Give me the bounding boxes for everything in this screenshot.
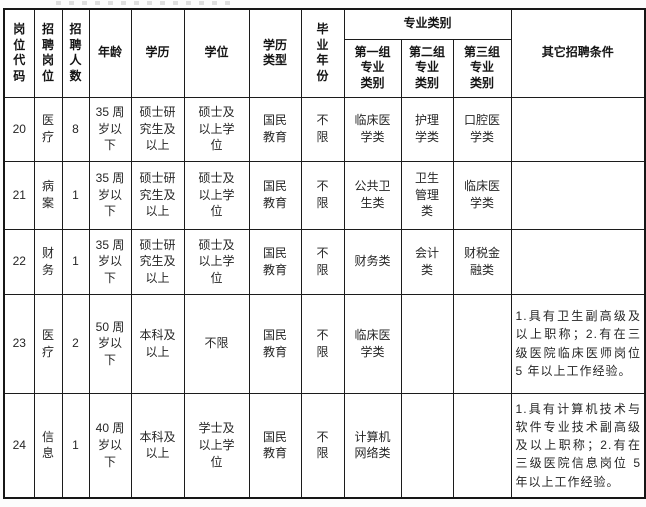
cell-position: 医 疗 — [33, 96, 63, 162]
header-major-group-2: 第二组 专业 类别 — [400, 38, 454, 98]
table-row: 24 信 息 1 40 周 岁以 下 本科及 以上 学士及 以上学 位 国民 教… — [3, 392, 646, 499]
cell-major-3: 临床医 学类 — [452, 160, 512, 230]
cell-code: 24 — [3, 392, 35, 499]
cell-degree: 硕士及 以上学 位 — [183, 160, 250, 230]
cell-graduation-year: 不 限 — [300, 293, 345, 394]
cell-graduation-year: 不 限 — [300, 96, 345, 162]
header-other-conditions: 其它招聘条件 — [510, 8, 646, 98]
cell-other-conditions — [510, 228, 646, 295]
cell-major-1: 公共卫 生类 — [343, 160, 402, 230]
cell-position: 病 案 — [33, 160, 63, 230]
header-degree: 学位 — [183, 8, 250, 98]
cell-graduation-year: 不 限 — [300, 160, 345, 230]
cell-degree: 硕士及 以上学 位 — [183, 96, 250, 162]
header-graduation-year: 毕 业 年 份 — [300, 8, 345, 98]
cell-age: 35 周 岁以 下 — [88, 160, 132, 230]
cell-major-2: 护理 学类 — [400, 96, 454, 162]
header-recruit-position: 招 聘 岗 位 — [33, 8, 63, 98]
header-major-group-3: 第三组 专业 类别 — [452, 38, 512, 98]
cell-position: 财 务 — [33, 228, 63, 295]
cell-major-3 — [452, 293, 512, 394]
cell-code: 20 — [3, 96, 35, 162]
header-major-category-group: 专业类别 — [343, 8, 512, 40]
cell-degree: 硕士及 以上学 位 — [183, 228, 250, 295]
cell-education: 本科及 以上 — [130, 293, 185, 394]
cell-major-1: 临床医 学类 — [343, 96, 402, 162]
cell-degree: 学士及 以上学 位 — [183, 392, 250, 499]
cell-code: 23 — [3, 293, 35, 394]
header-education-type: 学历 类型 — [248, 8, 302, 98]
cell-other-conditions — [510, 160, 646, 230]
cell-position: 医 疗 — [33, 293, 63, 394]
header-headcount: 招 聘 人 数 — [61, 8, 90, 98]
cell-age: 50 周 岁以 下 — [88, 293, 132, 394]
cell-headcount: 1 — [61, 228, 90, 295]
cell-major-3 — [452, 392, 512, 499]
cell-education: 硕士研 究生及 以上 — [130, 228, 185, 295]
cell-headcount: 1 — [61, 160, 90, 230]
table-row: 23 医 疗 2 50 周 岁以 下 本科及 以上 不限 国民 教育 不 限 临… — [3, 293, 646, 394]
table-row: 22 财 务 1 35 周 岁以 下 硕士研 究生及 以上 硕士及 以上学 位 … — [3, 228, 646, 295]
header-position-code: 岗 位 代 码 — [3, 8, 35, 98]
header-education: 学历 — [130, 8, 185, 98]
cell-major-2 — [400, 392, 454, 499]
cell-age: 35 周 岁以 下 — [88, 228, 132, 295]
cell-headcount: 2 — [61, 293, 90, 394]
cell-graduation-year: 不 限 — [300, 228, 345, 295]
cell-education-type: 国民 教育 — [248, 228, 302, 295]
cell-headcount: 8 — [61, 96, 90, 162]
table-row: 21 病 案 1 35 周 岁以 下 硕士研 究生及 以上 硕士及 以上学 位 … — [3, 160, 646, 230]
cell-major-1: 临床医 学类 — [343, 293, 402, 394]
cell-education: 硕士研 究生及 以上 — [130, 160, 185, 230]
cell-major-3: 财税金 融类 — [452, 228, 512, 295]
cell-education: 本科及 以上 — [130, 392, 185, 499]
header-major-group-1: 第一组 专业 类别 — [343, 38, 402, 98]
cell-code: 21 — [3, 160, 35, 230]
cell-degree: 不限 — [183, 293, 250, 394]
cell-other-conditions: 1.具有卫生副高级及以上职称；2.有在三级医院临床医师岗位 5 年以上工作经验。 — [510, 293, 646, 394]
cell-graduation-year: 不 限 — [300, 392, 345, 499]
cell-major-3: 口腔医 学类 — [452, 96, 512, 162]
clipped-text-remnant — [56, 1, 238, 5]
cell-position: 信 息 — [33, 392, 63, 499]
cell-major-2 — [400, 293, 454, 394]
cell-education-type: 国民 教育 — [248, 293, 302, 394]
cell-education: 硕士研 究生及 以上 — [130, 96, 185, 162]
cell-education-type: 国民 教育 — [248, 160, 302, 230]
cell-major-1: 财务类 — [343, 228, 402, 295]
table-row: 20 医 疗 8 35 周 岁以 下 硕士研 究生及 以上 硕士及 以上学 位 … — [3, 96, 646, 162]
header-age: 年龄 — [88, 8, 132, 98]
recruitment-positions-table: 岗 位 代 码 招 聘 岗 位 招 聘 人 数 年龄 学历 学位 学历 类型 毕… — [3, 8, 646, 499]
cell-age: 35 周 岁以 下 — [88, 96, 132, 162]
cell-other-conditions — [510, 96, 646, 162]
cell-major-2: 会计 类 — [400, 228, 454, 295]
cell-major-1: 计算机 网络类 — [343, 392, 402, 499]
cell-headcount: 1 — [61, 392, 90, 499]
cell-education-type: 国民 教育 — [248, 392, 302, 499]
cell-age: 40 周 岁以 下 — [88, 392, 132, 499]
cell-education-type: 国民 教育 — [248, 96, 302, 162]
cell-major-2: 卫生 管理 类 — [400, 160, 454, 230]
cell-code: 22 — [3, 228, 35, 295]
cell-other-conditions: 1.具有计算机技术与软件专业技术副高级及以上职称；2.有在三级医院信息岗位 5 … — [510, 392, 646, 499]
